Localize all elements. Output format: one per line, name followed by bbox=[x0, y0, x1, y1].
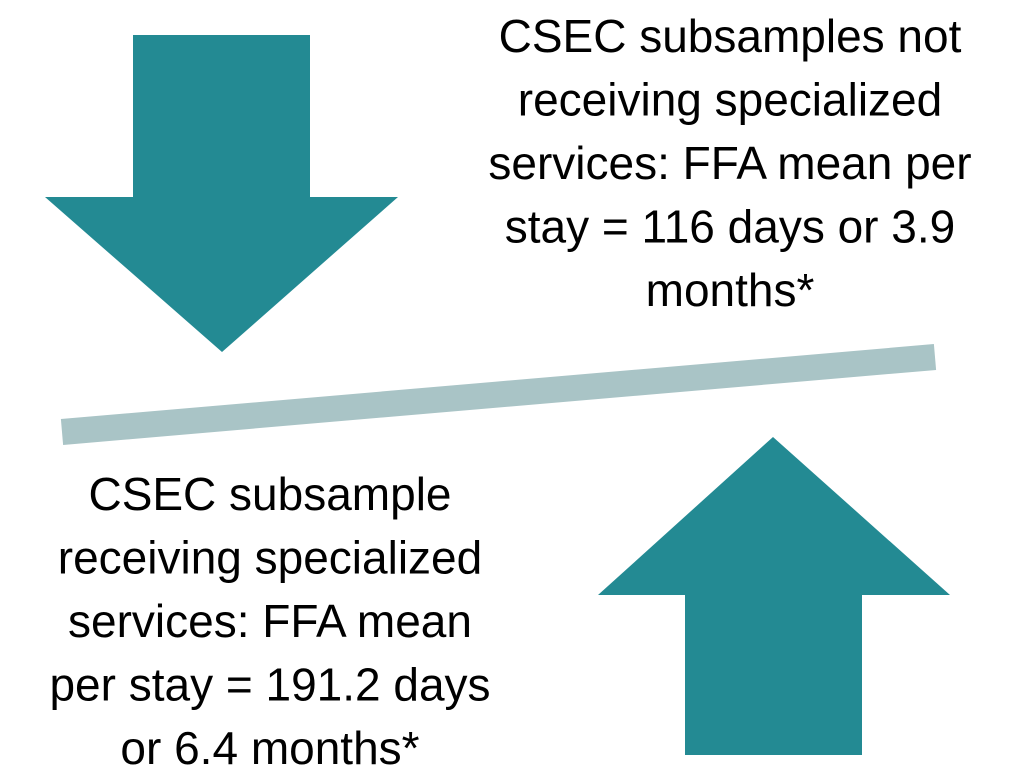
balance-bar bbox=[60, 344, 937, 445]
down-arrow bbox=[45, 35, 398, 352]
text-line: receiving specialized bbox=[58, 532, 482, 584]
text-line: CSEC subsample bbox=[88, 468, 451, 520]
text-line: services: FFA mean bbox=[68, 595, 472, 647]
text-line: or 6.4 months* bbox=[120, 722, 419, 774]
text-line: months* bbox=[646, 264, 815, 316]
bottom-text: CSEC subsample receiving specialized servi… bbox=[49, 468, 490, 774]
top-text: CSEC subsamples not receiving specialized… bbox=[488, 10, 971, 316]
up-arrow bbox=[598, 437, 950, 755]
text-line: stay = 116 days or 3.9 bbox=[505, 201, 955, 253]
text-line: CSEC subsamples not bbox=[499, 10, 962, 62]
text-line: services: FFA mean per bbox=[488, 137, 971, 189]
text-line: per stay = 191.2 days bbox=[49, 659, 490, 711]
text-line: receiving specialized bbox=[518, 74, 942, 126]
